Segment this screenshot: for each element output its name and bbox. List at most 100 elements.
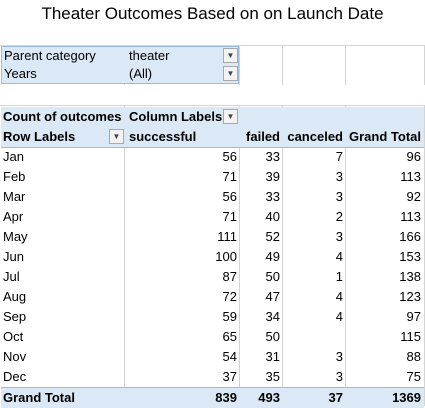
cell-failed: 33: [265, 189, 280, 204]
cell-successful: 37: [222, 369, 237, 384]
filter-years: Years (All) ▼: [2, 65, 240, 83]
cell-grand-total: 92: [406, 189, 421, 204]
grand-total-row: Grand Total 839 493 37 1369: [1, 387, 424, 408]
row-label: Jan: [3, 149, 24, 164]
grand-total-canceled: 37: [328, 390, 343, 405]
filter-applied-icon[interactable]: ▼: [223, 48, 238, 63]
row-label: May: [3, 229, 28, 244]
row-filter-dropdown-icon[interactable]: ▼: [109, 129, 124, 144]
row-label: Dec: [3, 369, 27, 384]
cell-canceled: 3: [335, 189, 343, 204]
cell-successful: 71: [222, 209, 237, 224]
cell-failed: 31: [265, 349, 280, 364]
sheet-title: Theater Outcomes Based on on Launch Date: [0, 0, 425, 29]
cell-successful: 111: [217, 229, 237, 244]
cell-successful: 59: [222, 309, 237, 324]
table-row: Mar 56 33 3 92: [1, 187, 424, 207]
table-row: Feb 71 39 3 113: [1, 167, 424, 187]
filter-value: (All): [129, 66, 153, 81]
cell-grand-total: 96: [406, 149, 421, 164]
cell-failed: 33: [265, 149, 280, 164]
row-label: Mar: [3, 189, 26, 204]
cell-failed: 40: [265, 209, 280, 224]
column-labels-header: Column Labels: [129, 109, 223, 124]
cell-canceled: 3: [335, 349, 343, 364]
cell-successful: 100: [215, 249, 237, 264]
table-row: Aug 72 47 4 123: [1, 287, 424, 307]
cell-canceled: 4: [335, 289, 343, 304]
cell-successful: 72: [222, 289, 237, 304]
row-label: Jun: [3, 249, 24, 264]
filter-label: Parent category: [4, 48, 96, 63]
pivot-header-values-row: Count of outcomes Column Labels ▼: [1, 107, 424, 127]
column-header-canceled: canceled: [287, 129, 343, 144]
column-header-failed: failed: [246, 129, 280, 144]
cell-failed: 50: [265, 329, 280, 344]
grand-total-failed: 493: [258, 390, 280, 405]
table-row: Sep 59 34 4 97: [1, 307, 424, 327]
cell-failed: 47: [265, 289, 280, 304]
cell-canceled: 1: [335, 269, 343, 284]
row-label: Jul: [3, 269, 20, 284]
cell-successful: 56: [222, 149, 237, 164]
blank-row: [0, 85, 425, 106]
cell-grand-total: 138: [399, 269, 421, 284]
row-label: Feb: [3, 169, 26, 184]
cell-successful: 87: [222, 269, 237, 284]
cell-successful: 65: [222, 329, 237, 344]
blank-row: [0, 25, 425, 46]
cell-grand-total: 153: [399, 249, 421, 264]
row-label: Sep: [3, 309, 27, 324]
grand-total-all: 1369: [392, 390, 421, 405]
cell-grand-total: 88: [406, 349, 421, 364]
cell-canceled: 3: [335, 229, 343, 244]
cell-successful: 56: [222, 189, 237, 204]
grand-total-label: Grand Total: [3, 390, 75, 405]
cell-failed: 34: [265, 309, 280, 324]
cell-canceled: 3: [335, 369, 343, 384]
report-filter-area: Parent category theater ▼ Years (All) ▼: [1, 46, 239, 84]
cell-grand-total: 113: [400, 209, 421, 224]
cell-failed: 39: [265, 169, 280, 184]
cell-grand-total: 113: [400, 169, 421, 184]
cell-failed: 52: [265, 229, 280, 244]
cell-grand-total: 115: [400, 329, 421, 344]
cell-successful: 54: [222, 349, 237, 364]
filter-parent-category: Parent category theater ▼: [2, 47, 240, 65]
cell-grand-total: 97: [406, 309, 421, 324]
row-labels-header: Row Labels: [3, 129, 76, 144]
table-row: Jan 56 33 7 96: [1, 147, 424, 167]
table-row: May 111 52 3 166: [1, 227, 424, 247]
table-row: Dec 37 35 3 75: [1, 367, 424, 387]
filter-label: Years: [4, 66, 37, 81]
column-filter-applied-icon[interactable]: ▼: [223, 109, 238, 124]
pivot-header-columns-row: Row Labels ▼ successful failed canceled …: [1, 127, 424, 148]
column-header-successful: successful: [129, 129, 197, 144]
cell-grand-total: 166: [399, 229, 421, 244]
table-row: Nov 54 31 3 88: [1, 347, 424, 367]
table-row: Apr 71 40 2 113: [1, 207, 424, 227]
cell-canceled: 2: [335, 209, 343, 224]
table-row: Oct 65 50 115: [1, 327, 424, 347]
filter-value: theater: [129, 48, 170, 63]
row-label: Oct: [3, 329, 24, 344]
cell-grand-total: 75: [406, 369, 421, 384]
cell-failed: 49: [265, 249, 280, 264]
grand-total-successful: 839: [215, 390, 237, 405]
row-label: Nov: [3, 349, 27, 364]
table-row: Jul 87 50 1 138: [1, 267, 424, 287]
cell-canceled: 4: [335, 249, 343, 264]
cell-canceled: [283, 327, 343, 347]
cell-grand-total: 123: [399, 289, 421, 304]
cell-canceled: 4: [335, 309, 343, 324]
table-row: Jun 100 49 4 153: [1, 247, 424, 267]
column-header-grand-total: Grand Total: [349, 129, 421, 144]
dropdown-arrow-icon[interactable]: ▼: [223, 66, 238, 81]
cell-successful: 71: [222, 169, 237, 184]
cell-failed: 35: [265, 369, 280, 384]
values-field-label: Count of outcomes: [3, 109, 122, 124]
row-label: Aug: [3, 289, 27, 304]
cell-canceled: 3: [335, 169, 343, 184]
cell-canceled: 7: [335, 149, 343, 164]
row-label: Apr: [3, 209, 24, 224]
